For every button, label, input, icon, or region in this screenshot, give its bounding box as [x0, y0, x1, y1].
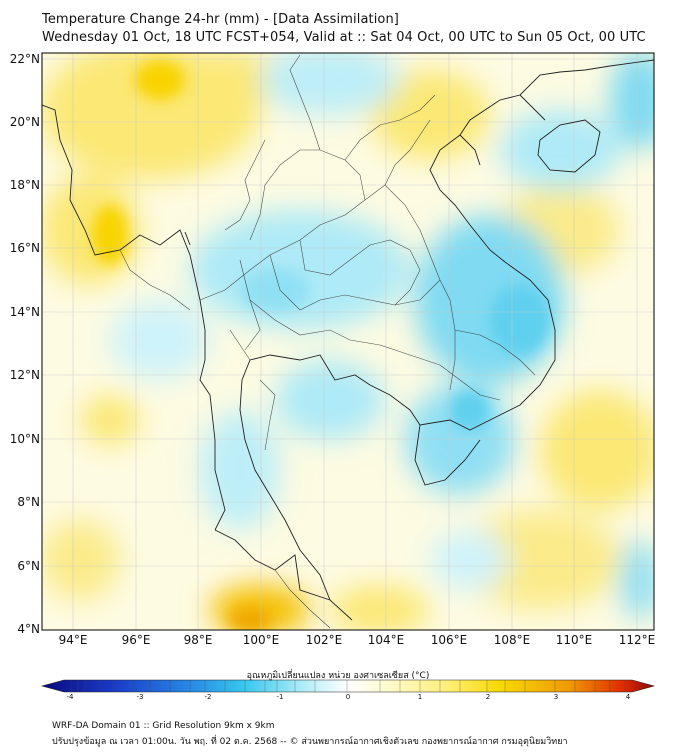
colorbar-tick: 4: [625, 693, 631, 701]
field-layer: [42, 53, 654, 630]
lon-label: 112°E: [618, 633, 656, 647]
colorbar-tick: 2: [485, 693, 491, 701]
colorbar-tick: 1: [417, 693, 423, 701]
lat-label: 8°N: [17, 495, 40, 509]
colorbar-tick: -3: [136, 693, 144, 701]
lat-label: 14°N: [9, 305, 40, 319]
footer-credit: ปรับปรุงข้อมูล ณ เวลา 01:00น. วัน พฤ. ที…: [52, 737, 568, 747]
colorbar-title: อุณหภูมิเปลี่ยนแปลง หน่วย องศาเซลเซียส (…: [246, 671, 430, 681]
lon-label: 108°E: [493, 633, 531, 647]
lon-label: 96°E: [121, 633, 151, 647]
colorbar: [40, 679, 656, 693]
lat-label: 18°N: [9, 178, 40, 192]
lon-label: 102°E: [305, 633, 343, 647]
lon-label: 98°E: [183, 633, 213, 647]
colorbar-tick: 0: [345, 693, 351, 701]
lat-label: 6°N: [17, 559, 40, 573]
lat-label: 4°N: [17, 622, 40, 636]
lon-label: 100°E: [242, 633, 280, 647]
colorbar-tick: -2: [204, 693, 212, 701]
lon-label: 104°E: [367, 633, 405, 647]
lon-label: 106°E: [430, 633, 468, 647]
lat-label: 10°N: [9, 432, 40, 446]
colorbar-tick: -4: [66, 693, 74, 701]
lat-label: 12°N: [9, 368, 40, 382]
colorbar-tick: -1: [276, 693, 284, 701]
lon-label: 110°E: [555, 633, 593, 647]
lat-label: 22°N: [9, 52, 40, 66]
lat-label: 16°N: [9, 241, 40, 255]
province-borders: [119, 54, 536, 629]
colorbar-tick: 3: [553, 693, 559, 701]
lon-label: 94°E: [58, 633, 88, 647]
coastline-layer: [42, 59, 654, 621]
chart-title: Temperature Change 24-hr (mm) - [Data As…: [42, 12, 399, 27]
footer-model-info: WRF-DA Domain 01 :: Grid Resolution 9km …: [52, 721, 275, 731]
lat-label: 20°N: [9, 115, 40, 129]
map-frame: [41, 52, 655, 631]
chart-subtitle: Wednesday 01 Oct, 18 UTC FCST+054, Valid…: [42, 30, 646, 45]
